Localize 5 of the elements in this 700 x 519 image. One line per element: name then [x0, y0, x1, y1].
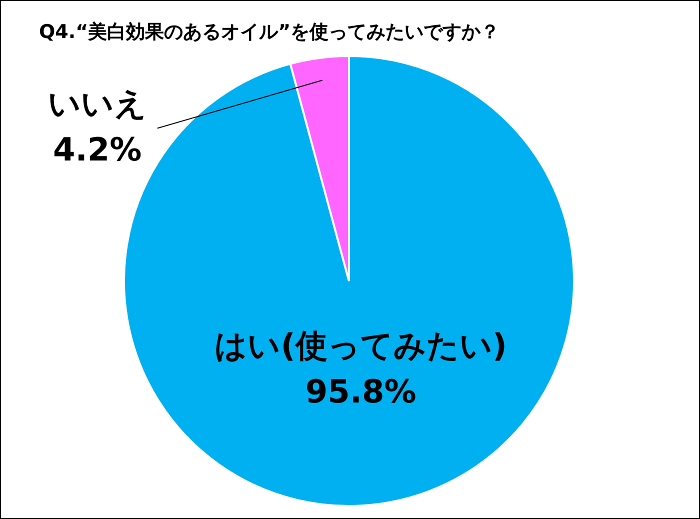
- slice-label: いいえ: [48, 84, 147, 123]
- chart-title: Q4.“美白効果のあるオイル”を使ってみたいですか？: [39, 20, 500, 45]
- slice-label: はい(使ってみたい): [214, 326, 507, 365]
- data-label: 95.8%: [305, 372, 416, 411]
- data-label: 4.2%: [52, 130, 142, 169]
